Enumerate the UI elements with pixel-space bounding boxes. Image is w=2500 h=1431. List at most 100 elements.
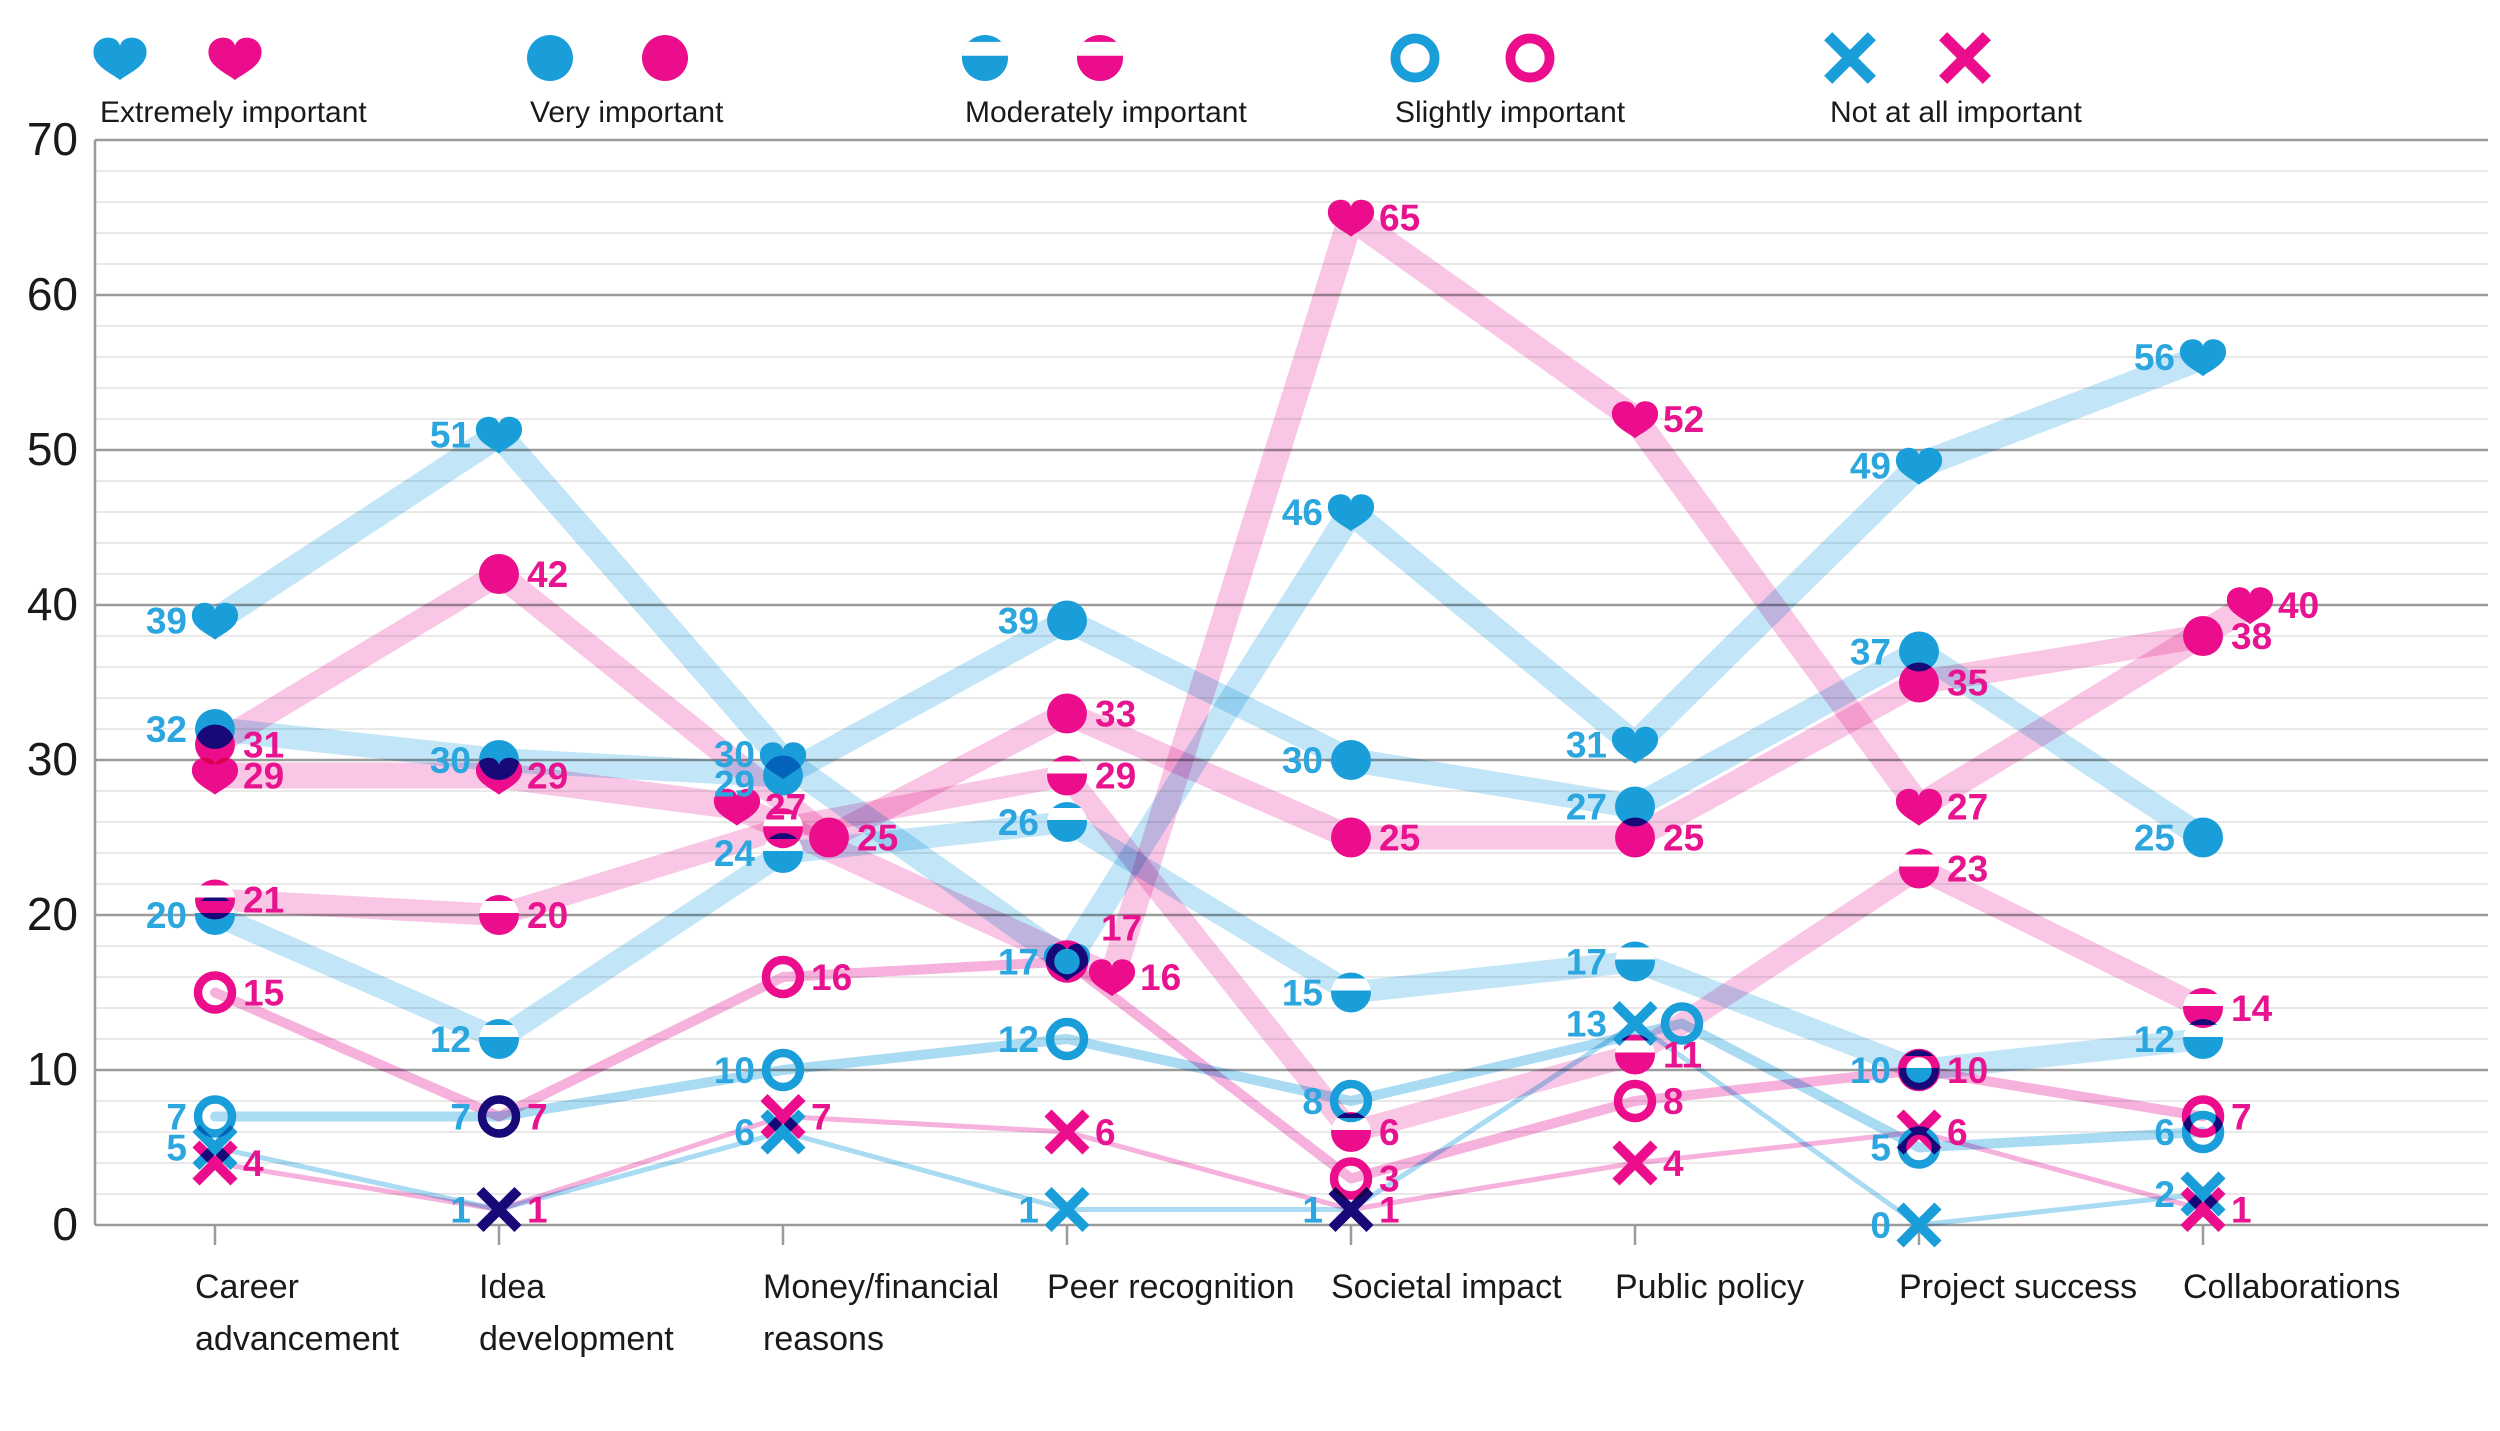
open-circle-icon: [1045, 940, 1089, 983]
marker-pink-x: [1896, 1109, 1942, 1155]
filled-circle-icon: [195, 724, 235, 765]
half-circle-gap: [2183, 994, 2223, 1006]
legend-marker-blue-half-circle: [962, 35, 1008, 81]
filled-circle-icon: [2183, 817, 2223, 858]
filled-circle-icon: [1899, 631, 1939, 672]
legend-label: Moderately important: [965, 96, 1247, 129]
filled-circle-icon: [763, 755, 803, 796]
value-label: 46: [1282, 492, 1323, 533]
filled-circle-icon: [479, 740, 519, 780]
marker-pink-open-circle: [1329, 1157, 1373, 1200]
value-label: 1: [1379, 1190, 1400, 1231]
value-label: 13: [1566, 1004, 1607, 1045]
legend-marker-pink-x: [1939, 32, 1991, 84]
marker-pink-x: [1328, 1186, 1374, 1233]
value-label: 12: [2134, 1019, 2175, 1060]
x-icon: [1044, 1186, 1090, 1233]
value-label: 25: [857, 818, 898, 859]
marker-blue-half-circle: [479, 1019, 519, 1059]
value-label: 56: [2134, 337, 2175, 378]
marker-blue-open-circle: [761, 1048, 805, 1092]
open-circle-icon: [1897, 1048, 1941, 1092]
heart-icon: [1327, 494, 1375, 532]
filled-circle-icon: [1615, 817, 1655, 858]
marker-blue-open-circle: [1045, 1017, 1089, 1061]
half-circle-gap: [763, 814, 803, 827]
half-circle-gap: [195, 885, 235, 898]
y-axis-label: 40: [27, 578, 78, 630]
value-label: 17: [1566, 942, 1607, 983]
value-label: 51: [430, 415, 471, 456]
x-icon: [2180, 1171, 2226, 1217]
heart-icon: [191, 757, 239, 795]
marker-pink-x: [476, 1186, 522, 1233]
legend-marker-blue-x: [1824, 32, 1876, 84]
band-blue-half-circle: [204, 811, 2214, 1081]
marker-pink-half-circle: [195, 879, 235, 920]
legend-label: Extremely important: [100, 96, 367, 129]
value-label: 8: [1302, 1081, 1323, 1122]
filled-circle-icon: [1899, 662, 1939, 703]
x-icon: [1612, 1140, 1658, 1186]
open-circle-icon: [761, 955, 805, 999]
open-circle-icon: [1329, 1079, 1373, 1123]
value-label: 27: [1947, 787, 1988, 828]
marker-blue-x: [2180, 1171, 2226, 1217]
value-label: 31: [1566, 725, 1607, 766]
marker-pink-heart: [1611, 401, 1659, 439]
marker-pink-circle: [195, 724, 235, 765]
legend-label: Not at all important: [1830, 96, 2082, 129]
marker-pink-half-circle: [763, 808, 803, 849]
value-label: 32: [146, 709, 187, 750]
y-axis-label: 20: [27, 888, 78, 940]
x-icon: [1612, 1000, 1658, 1047]
marker-blue-circle: [2183, 817, 2223, 858]
marker-pink-circle: [2183, 616, 2223, 656]
half-circle-gap: [1331, 978, 1371, 991]
heart-icon: [1895, 447, 1943, 485]
marker-blue-heart: [1895, 447, 1943, 485]
value-label: 7: [166, 1097, 187, 1138]
open-circle-icon: [1505, 33, 1555, 83]
value-label: 24: [714, 833, 756, 874]
y-axis-label: 0: [52, 1198, 78, 1250]
band-pink-half-circle: [204, 764, 2214, 1143]
filled-circle-icon: [2183, 616, 2223, 656]
value-label: 3: [1379, 1159, 1400, 1200]
marker-blue-circle: [1331, 740, 1371, 780]
y-axis-label: 50: [27, 423, 78, 475]
value-label: 0: [1870, 1205, 1891, 1246]
value-label: 30: [430, 740, 471, 781]
x-icon: [1044, 1109, 1090, 1155]
category-label: Idea development: [479, 1268, 674, 1358]
value-label: 6: [1095, 1112, 1116, 1153]
y-axis-label: 10: [27, 1043, 78, 1095]
heart-icon: [1088, 959, 1136, 997]
x-icon: [1896, 1202, 1942, 1248]
half-circle-gap: [1615, 947, 1655, 960]
band-pink-circle: [203, 562, 2215, 850]
marker-pink-open-circle: [2181, 1095, 2225, 1138]
x-icon: [760, 1109, 806, 1155]
marker-pink-open-circle: [477, 1095, 521, 1138]
legend-marker-blue-heart: [93, 37, 147, 80]
category-label: Peer recognition: [1047, 1268, 1295, 1306]
marker-blue-half-circle: [1331, 972, 1371, 1013]
value-label: 52: [1663, 399, 1704, 440]
x-icon: [192, 1140, 238, 1186]
marker-pink-x: [1044, 1109, 1090, 1155]
legend-marker-blue-open-circle: [1390, 33, 1440, 83]
marker-blue-half-circle: [1615, 941, 1655, 982]
x-icon: [192, 1124, 238, 1171]
marker-pink-x: [1612, 1140, 1658, 1186]
y-axis-label: 60: [27, 268, 78, 320]
marker-pink-open-circle: [1045, 940, 1089, 983]
value-label: 29: [1095, 756, 1136, 797]
x-icon: [1896, 1109, 1942, 1155]
x-icon: [476, 1186, 522, 1233]
marker-blue-heart: [191, 602, 239, 640]
legend-marker-pink-heart: [208, 37, 262, 80]
